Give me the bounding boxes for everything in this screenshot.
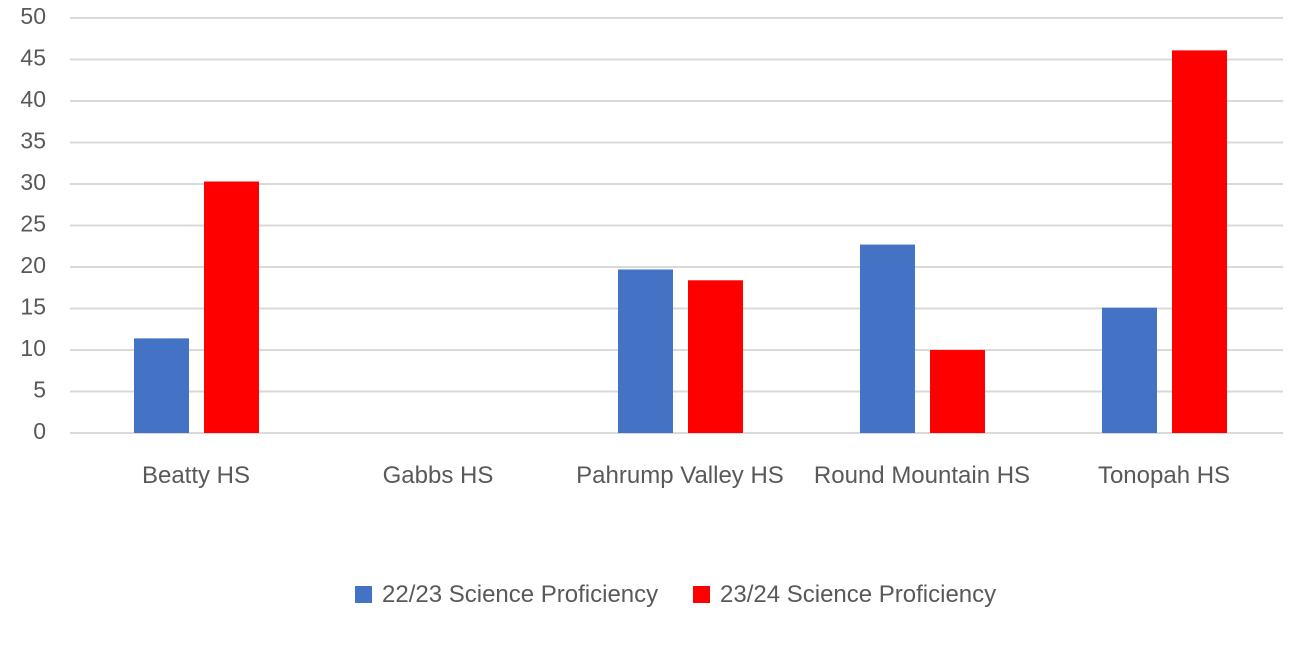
bar bbox=[688, 280, 743, 433]
bar bbox=[930, 350, 985, 433]
bar bbox=[134, 338, 189, 433]
x-tick-label: Pahrump Valley HS bbox=[576, 462, 784, 489]
y-tick-label: 45 bbox=[20, 45, 46, 71]
x-tick-label: Round Mountain HS bbox=[813, 462, 1031, 489]
legend-swatch bbox=[355, 586, 372, 603]
y-tick-label: 20 bbox=[20, 252, 46, 278]
y-tick-label: 40 bbox=[20, 86, 46, 112]
x-tick-label: Beatty HS bbox=[141, 462, 251, 489]
legend-label: 23/24 Science Proficiency bbox=[720, 581, 997, 608]
y-tick-label: 5 bbox=[33, 377, 46, 403]
y-tick-label: 35 bbox=[20, 128, 46, 154]
bar bbox=[204, 181, 259, 433]
y-tick-label: 10 bbox=[20, 335, 46, 361]
legend-swatch bbox=[693, 586, 710, 603]
y-tick-label: 15 bbox=[20, 294, 46, 320]
legend-label: 22/23 Science Proficiency bbox=[382, 581, 659, 608]
y-tick-label: 25 bbox=[20, 211, 46, 237]
bar bbox=[860, 244, 915, 433]
y-tick-label: 30 bbox=[20, 169, 46, 195]
bar bbox=[1172, 50, 1227, 434]
x-tick-label: Gabbs HS bbox=[382, 462, 494, 489]
y-tick-label: 50 bbox=[20, 3, 46, 29]
bar bbox=[1102, 307, 1157, 433]
bar bbox=[618, 269, 673, 433]
x-tick-label: Tonopah HS bbox=[1097, 462, 1231, 489]
y-tick-label: 0 bbox=[33, 418, 46, 444]
